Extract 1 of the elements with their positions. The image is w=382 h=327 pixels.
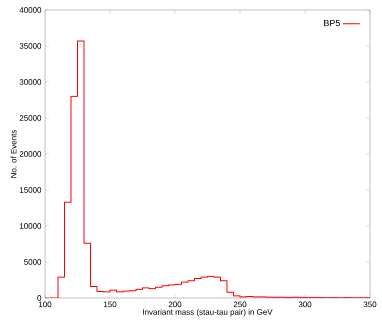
- legend-label: BP5: [324, 20, 340, 26]
